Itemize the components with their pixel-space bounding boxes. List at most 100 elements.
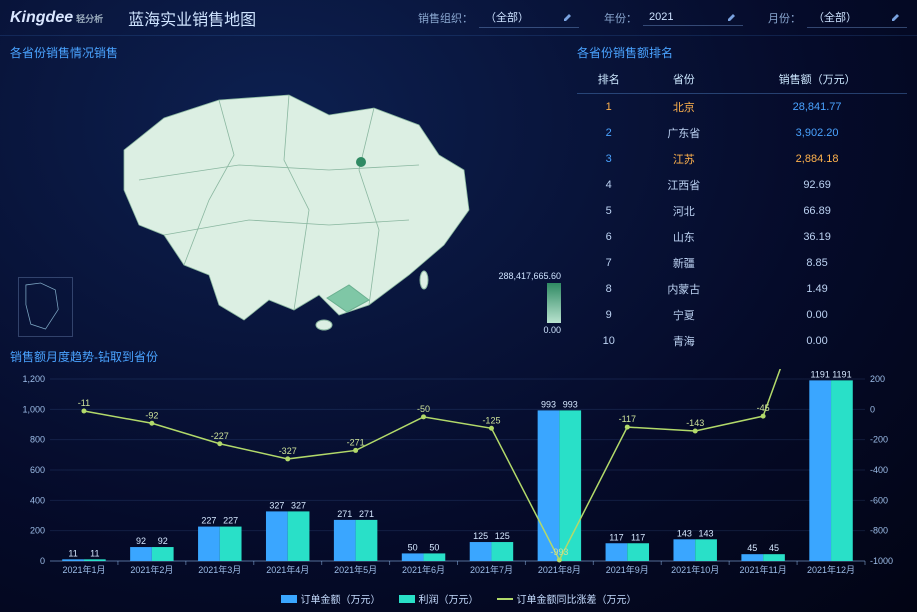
col-prov: 省份 <box>640 65 727 94</box>
svg-text:117: 117 <box>609 532 623 542</box>
svg-text:2021年5月: 2021年5月 <box>334 564 377 575</box>
table-row[interactable]: 4江西省92.69 <box>577 172 907 198</box>
svg-text:-117: -117 <box>619 414 636 424</box>
cell-prov: 宁夏 <box>640 302 727 328</box>
svg-text:227: 227 <box>201 516 216 526</box>
swatch-bar2 <box>399 595 415 603</box>
china-map[interactable]: 288,417,665.60 0.00 <box>10 65 567 345</box>
cell-amt: 2,884.18 <box>727 146 907 172</box>
svg-text:-143: -143 <box>686 418 704 428</box>
svg-text:-271: -271 <box>347 437 365 447</box>
filter-year-value[interactable]: 2021 <box>643 9 743 26</box>
cell-amt: 66.89 <box>727 198 907 224</box>
filter-year-label: 年份： <box>604 10 637 26</box>
svg-text:11: 11 <box>90 548 99 558</box>
filter-month: 月份： （全部） <box>768 7 907 28</box>
svg-text:2021年12月: 2021年12月 <box>807 564 855 575</box>
svg-text:-227: -227 <box>211 431 229 441</box>
svg-text:2021年6月: 2021年6月 <box>402 564 445 575</box>
svg-text:45: 45 <box>769 543 779 553</box>
edit-icon <box>563 12 573 22</box>
cell-rank: 3 <box>577 146 640 172</box>
cell-prov: 广东省 <box>640 120 727 146</box>
svg-text:327: 327 <box>291 500 306 510</box>
cell-amt: 28,841.77 <box>727 94 907 121</box>
table-row[interactable]: 3江苏2,884.18 <box>577 146 907 172</box>
svg-text:993: 993 <box>541 399 556 409</box>
cell-amt: 0.00 <box>727 302 907 328</box>
filter-month-value[interactable]: （全部） <box>807 7 907 28</box>
svg-text:125: 125 <box>495 531 510 541</box>
table-row[interactable]: 8内蒙古1.49 <box>577 276 907 302</box>
svg-text:271: 271 <box>337 509 352 519</box>
table-row[interactable]: 9宁夏0.00 <box>577 302 907 328</box>
table-row[interactable]: 10青海0.00 <box>577 328 907 354</box>
table-row[interactable]: 6山东36.19 <box>577 224 907 250</box>
svg-text:-600: -600 <box>870 495 888 505</box>
cell-prov: 江西省 <box>640 172 727 198</box>
cell-prov: 江苏 <box>640 146 727 172</box>
table-row[interactable]: 1北京28,841.77 <box>577 94 907 121</box>
col-rank: 排名 <box>577 65 640 94</box>
svg-text:200: 200 <box>870 374 885 384</box>
logo: Kingdee 轻分析 <box>10 9 103 27</box>
svg-text:227: 227 <box>223 516 238 526</box>
cell-amt: 92.69 <box>727 172 907 198</box>
svg-text:1191: 1191 <box>810 369 829 379</box>
svg-text:117: 117 <box>631 532 645 542</box>
svg-text:-11: -11 <box>78 398 90 408</box>
cell-rank: 2 <box>577 120 640 146</box>
ranking-panel: 各省份销售额排名 排名 省份 销售额（万元） 1北京28,841.772广东省3… <box>577 44 907 346</box>
cell-prov: 河北 <box>640 198 727 224</box>
svg-text:-993: -993 <box>550 547 568 557</box>
svg-text:0: 0 <box>40 556 45 566</box>
svg-text:2021年2月: 2021年2月 <box>130 564 173 575</box>
svg-text:-92: -92 <box>145 410 158 420</box>
ranking-table: 排名 省份 销售额（万元） 1北京28,841.772广东省3,902.203江… <box>577 65 907 354</box>
cell-rank: 8 <box>577 276 640 302</box>
map-title: 各省份销售情况销售 <box>10 44 567 61</box>
edit-icon <box>727 12 737 22</box>
svg-text:-800: -800 <box>870 526 888 536</box>
svg-text:92: 92 <box>158 536 168 546</box>
svg-text:271: 271 <box>359 509 374 519</box>
cell-amt: 3,902.20 <box>727 120 907 146</box>
cell-rank: 6 <box>577 224 640 250</box>
legend-gradient <box>547 283 561 323</box>
svg-text:1,000: 1,000 <box>22 404 45 414</box>
cell-prov: 山东 <box>640 224 727 250</box>
logo-subtext: 轻分析 <box>76 12 103 25</box>
svg-text:1,200: 1,200 <box>22 374 45 384</box>
cell-rank: 10 <box>577 328 640 354</box>
filter-org-label: 销售组织： <box>418 10 473 26</box>
edit-icon <box>891 12 901 22</box>
monthly-chart[interactable]: 02004006008001,0001,200-1000-800-600-400… <box>10 369 905 589</box>
svg-text:-400: -400 <box>870 465 888 475</box>
svg-text:143: 143 <box>699 528 714 538</box>
table-row[interactable]: 7新疆8.85 <box>577 250 907 276</box>
svg-text:50: 50 <box>429 542 439 552</box>
svg-text:993: 993 <box>563 399 578 409</box>
legend-max: 288,417,665.60 <box>498 271 561 281</box>
cell-prov: 新疆 <box>640 250 727 276</box>
svg-text:600: 600 <box>30 465 45 475</box>
table-row[interactable]: 5河北66.89 <box>577 198 907 224</box>
svg-text:2021年9月: 2021年9月 <box>606 564 649 575</box>
svg-text:1191: 1191 <box>832 369 851 379</box>
filter-org-value[interactable]: （全部） <box>479 7 579 28</box>
svg-text:0: 0 <box>870 404 875 414</box>
svg-text:2021年10月: 2021年10月 <box>671 564 719 575</box>
table-row[interactable]: 2广东省3,902.20 <box>577 120 907 146</box>
svg-text:327: 327 <box>269 500 284 510</box>
svg-text:800: 800 <box>30 435 45 445</box>
legend-line-label: 订单金额同比涨差（万元） <box>517 591 637 606</box>
svg-text:50: 50 <box>408 542 418 552</box>
cell-amt: 1.49 <box>727 276 907 302</box>
cell-rank: 9 <box>577 302 640 328</box>
cell-amt: 0.00 <box>727 328 907 354</box>
header: Kingdee 轻分析 蓝海实业销售地图 销售组织： （全部） 年份： 2021… <box>0 0 917 36</box>
svg-text:2021年4月: 2021年4月 <box>266 564 309 575</box>
ranking-header-row: 排名 省份 销售额（万元） <box>577 65 907 94</box>
legend-bar1: 订单金额（万元） <box>281 591 381 606</box>
chart-legend: 订单金额（万元） 利润（万元） 订单金额同比涨差（万元） <box>10 591 907 606</box>
